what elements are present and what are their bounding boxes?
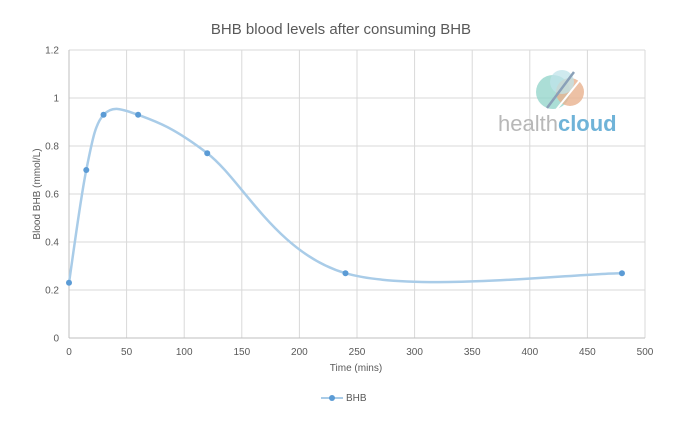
y-tick-label-6: 1.2 (45, 46, 59, 57)
y-axis-label: Blood BHB (mmol/L) (32, 148, 43, 239)
x-tick-label-6: 300 (406, 347, 423, 358)
x-tick-label-4: 200 (291, 347, 308, 358)
x-axis-label: Time (mins) (330, 363, 382, 374)
logo-slash-shape (546, 71, 575, 109)
y-tick-labels: 0 0.2 0.4 0.6 0.8 1 1.2 (45, 46, 59, 345)
healthcloud-logo: healthcloud (498, 70, 617, 136)
x-tick-labels: 0 50 100 150 200 250 300 350 400 450 500 (66, 347, 654, 358)
data-point-1 (83, 167, 90, 173)
data-point-3 (135, 111, 142, 118)
logo-wordmark: healthcloud (498, 111, 617, 136)
grid-lines (68, 49, 646, 339)
logo-slash-highlight (555, 79, 581, 111)
x-tick-label-8: 400 (521, 347, 538, 358)
x-tick-label-9: 450 (579, 347, 596, 358)
data-point-5 (342, 270, 349, 277)
data-point-4 (204, 150, 211, 157)
logo-text-health: health (498, 111, 558, 136)
legend-label-bhb: BHB (346, 393, 367, 404)
logo-light-cloud-shape (550, 70, 574, 94)
y-tick-label-0: 0 (53, 334, 59, 345)
data-point-0 (66, 279, 72, 286)
data-point-6 (618, 270, 625, 277)
x-tick-label-7: 350 (464, 347, 481, 358)
x-tick-label-0: 0 (66, 347, 72, 358)
axes (68, 50, 645, 339)
y-tick-label-5: 1 (53, 94, 59, 105)
logo-text-cloud: cloud (558, 111, 617, 136)
data-point-2 (100, 111, 107, 118)
y-tick-label-3: 0.6 (45, 190, 59, 201)
x-tick-label-10: 500 (637, 347, 654, 358)
y-tick-label-4: 0.8 (45, 142, 59, 153)
x-tick-label-1: 50 (121, 347, 133, 358)
x-tick-label-5: 250 (349, 347, 366, 358)
y-tick-label-1: 0.2 (45, 286, 59, 297)
legend: BHB (321, 393, 367, 404)
x-tick-label-3: 150 (233, 347, 250, 358)
chart-title: BHB blood levels after consuming BHB (211, 21, 471, 38)
series-layer (66, 107, 625, 286)
y-tick-label-2: 0.4 (45, 238, 59, 249)
x-tick-label-2: 100 (176, 347, 193, 358)
legend-marker (329, 395, 335, 401)
